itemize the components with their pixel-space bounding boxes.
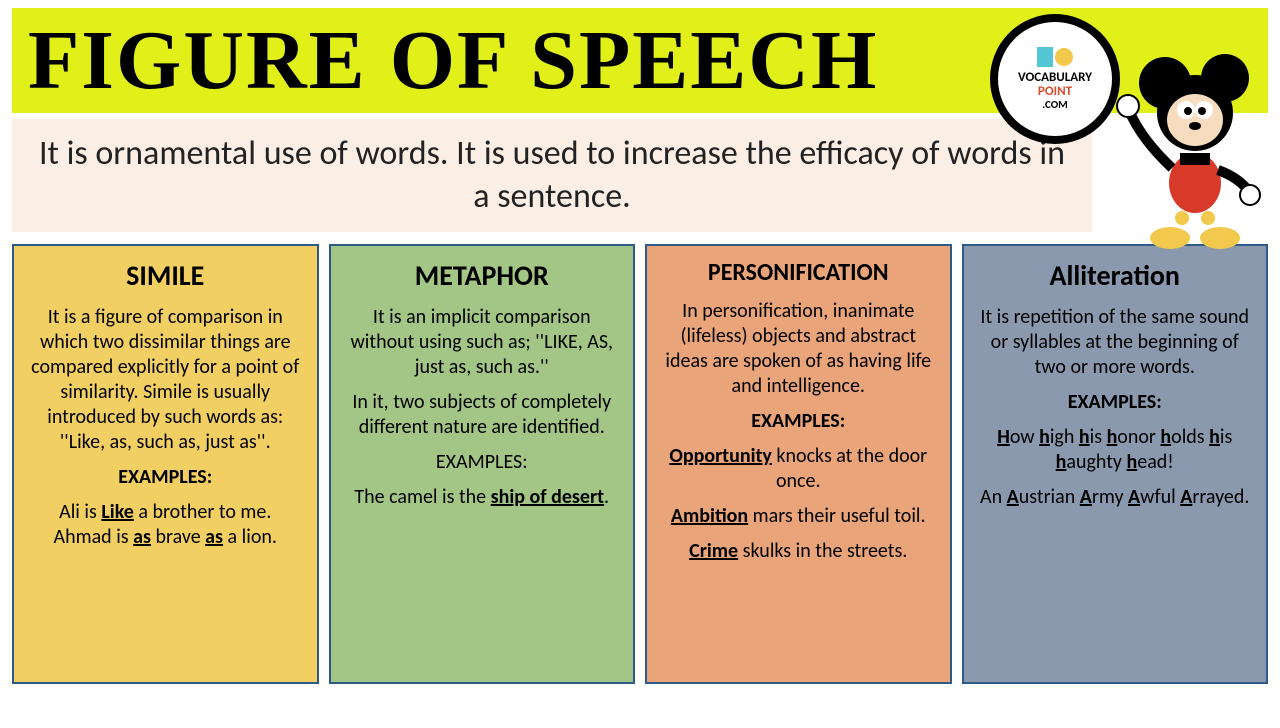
card-title: METAPHOR	[341, 258, 624, 293]
examples-label: EXAMPLES:	[24, 465, 307, 490]
logo-line1: VOCABULARY	[1018, 71, 1092, 85]
examples-label: EXAMPLES:	[974, 390, 1257, 415]
card-title: PERSONIFICATION	[657, 258, 940, 287]
cards-row: SIMILE It is a figure of comparison in w…	[0, 238, 1280, 690]
card-title: Alliteration	[974, 258, 1257, 293]
example-2: Ambition mars their useful toil.	[657, 504, 940, 529]
example-1: Opportunity knocks at the door once.	[657, 444, 940, 494]
logo-line2: POINT	[1018, 85, 1092, 99]
logo-line3: .COM	[1018, 99, 1092, 111]
card-body: It is a figure of comparison in which tw…	[24, 305, 307, 560]
definition-2: In it, two subjects of completely differ…	[341, 390, 624, 440]
definition-1: It is an implicit comparison without usi…	[341, 305, 624, 380]
example-1: How high his honor holds his haughty hea…	[974, 425, 1257, 475]
examples-label: EXAMPLES:	[341, 450, 624, 475]
definition: It is repetition of the same sound or sy…	[974, 305, 1257, 380]
card-title: SIMILE	[24, 258, 307, 293]
card-alliteration: Alliteration It is repetition of the sam…	[962, 244, 1269, 684]
card-body: It is repetition of the same sound or sy…	[974, 305, 1257, 520]
card-body: In personification, inanimate (lifeless)…	[657, 299, 940, 574]
definition: In personification, inanimate (lifeless)…	[657, 299, 940, 399]
example-3: Crime skulks in the streets.	[657, 539, 940, 564]
subtitle-text: It is ornamental use of words. It is use…	[32, 133, 1072, 218]
card-metaphor: METAPHOR It is an implicit comparison wi…	[329, 244, 636, 684]
example-1: The camel is the ship of desert.	[341, 485, 624, 510]
examples-label: EXAMPLES:	[657, 409, 940, 434]
logo-icon	[1037, 47, 1073, 67]
card-personification: PERSONIFICATION In personification, inan…	[645, 244, 952, 684]
card-body: It is an implicit comparison without usi…	[341, 305, 624, 520]
example-2: An Austrian Army Awful Arrayed.	[974, 485, 1257, 510]
subtitle-box: It is ornamental use of words. It is use…	[12, 119, 1092, 232]
logo-badge: VOCABULARY POINT .COM	[990, 14, 1120, 144]
example-1: Ali is Like a brother to me. Ahmad is as…	[24, 500, 307, 550]
card-simile: SIMILE It is a figure of comparison in w…	[12, 244, 319, 684]
definition: It is a figure of comparison in which tw…	[24, 305, 307, 455]
mascot-character	[1110, 38, 1270, 258]
logo-text: VOCABULARY POINT .COM	[1018, 71, 1092, 112]
